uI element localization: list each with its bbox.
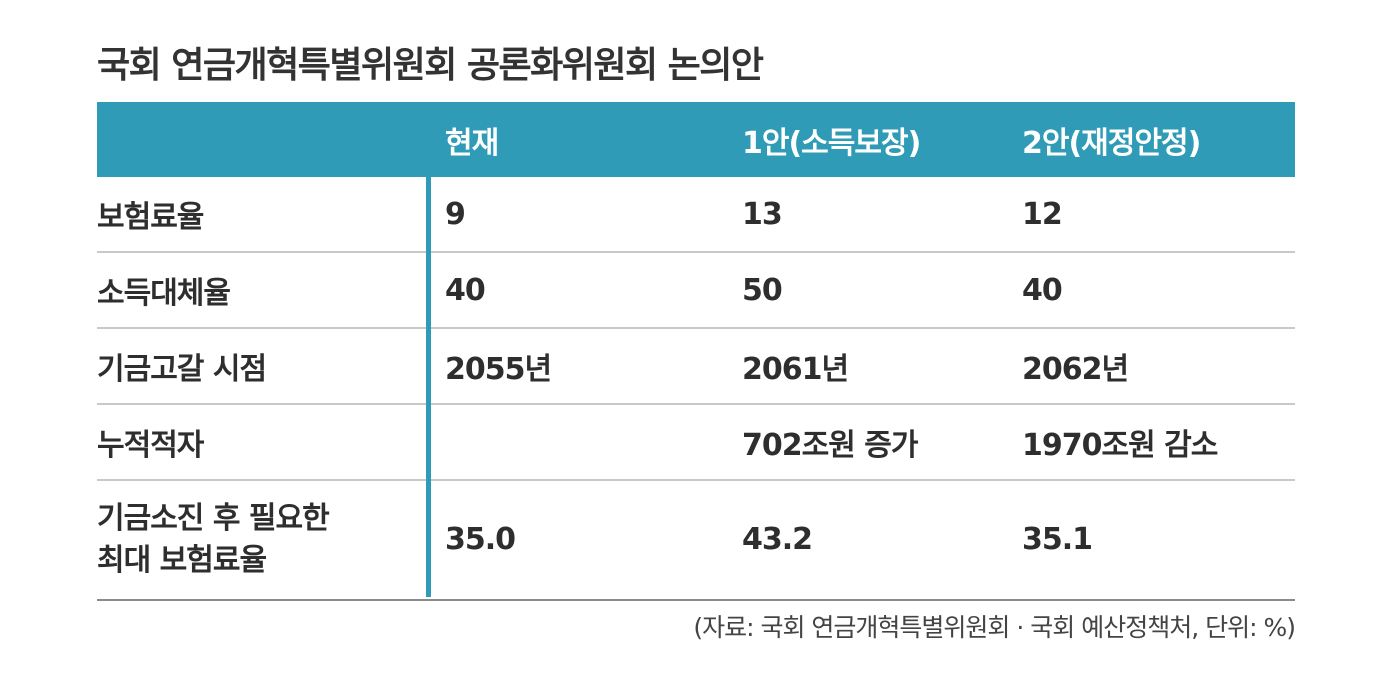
table-cell: 40 <box>1006 252 1295 329</box>
table-cell: 9 <box>429 177 726 253</box>
comparison-table: 현재 1안(소득보장) 2안(재정안정) 보험료율 9 13 12 소득대체율 … <box>97 102 1295 601</box>
table-cell: 2062년 <box>1006 328 1295 405</box>
table-cell: 702조원 증가 <box>726 404 1006 481</box>
table-cell: 43.2 <box>726 480 1006 601</box>
header-row: 현재 1안(소득보장) 2안(재정안정) <box>97 102 1295 177</box>
table-row: 소득대체율 40 50 40 <box>97 252 1295 329</box>
source-note: (자료: 국회 연금개혁특별위원회 · 국회 예산정책처, 단위: %) <box>693 613 1296 642</box>
table-row: 누적적자 702조원 증가 1970조원 감소 <box>97 404 1295 481</box>
table-row: 기금고갈 시점 2055년 2061년 2062년 <box>97 328 1295 405</box>
table-cell: 13 <box>726 177 1006 253</box>
row-label: 보험료율 <box>97 177 429 253</box>
column-divider <box>426 102 431 597</box>
header-cell-plan-2: 2안(재정안정) <box>1006 102 1295 177</box>
table-cell: 2061년 <box>726 328 1006 405</box>
header-cell-current: 현재 <box>429 102 726 177</box>
table-title: 국회 연금개혁특별위원회 공론화위원회 논의안 <box>97 45 764 86</box>
table-cell: 40 <box>429 252 726 329</box>
comparison-table-container: 현재 1안(소득보장) 2안(재정안정) 보험료율 9 13 12 소득대체율 … <box>97 102 1295 601</box>
header-cell-empty <box>97 102 429 177</box>
row-label: 누적적자 <box>97 404 429 481</box>
table-cell: 2055년 <box>429 328 726 405</box>
row-label: 기금소진 후 필요한 최대 보험료율 <box>97 480 429 601</box>
row-label: 기금고갈 시점 <box>97 328 429 405</box>
table-cell: 35.0 <box>429 480 726 601</box>
table-cell: 12 <box>1006 177 1295 253</box>
table-cell: 35.1 <box>1006 480 1295 601</box>
row-label-line: 최대 보험료율 <box>97 543 267 578</box>
table-row: 보험료율 9 13 12 <box>97 177 1295 253</box>
table-cell: 1970조원 감소 <box>1006 404 1295 481</box>
header-cell-plan-1: 1안(소득보장) <box>726 102 1006 177</box>
table-row: 기금소진 후 필요한 최대 보험료율 35.0 43.2 35.1 <box>97 480 1295 601</box>
row-label: 소득대체율 <box>97 252 429 329</box>
row-label-line: 기금소진 후 필요한 <box>97 501 330 536</box>
table-cell: 50 <box>726 252 1006 329</box>
table-cell <box>429 404 726 481</box>
